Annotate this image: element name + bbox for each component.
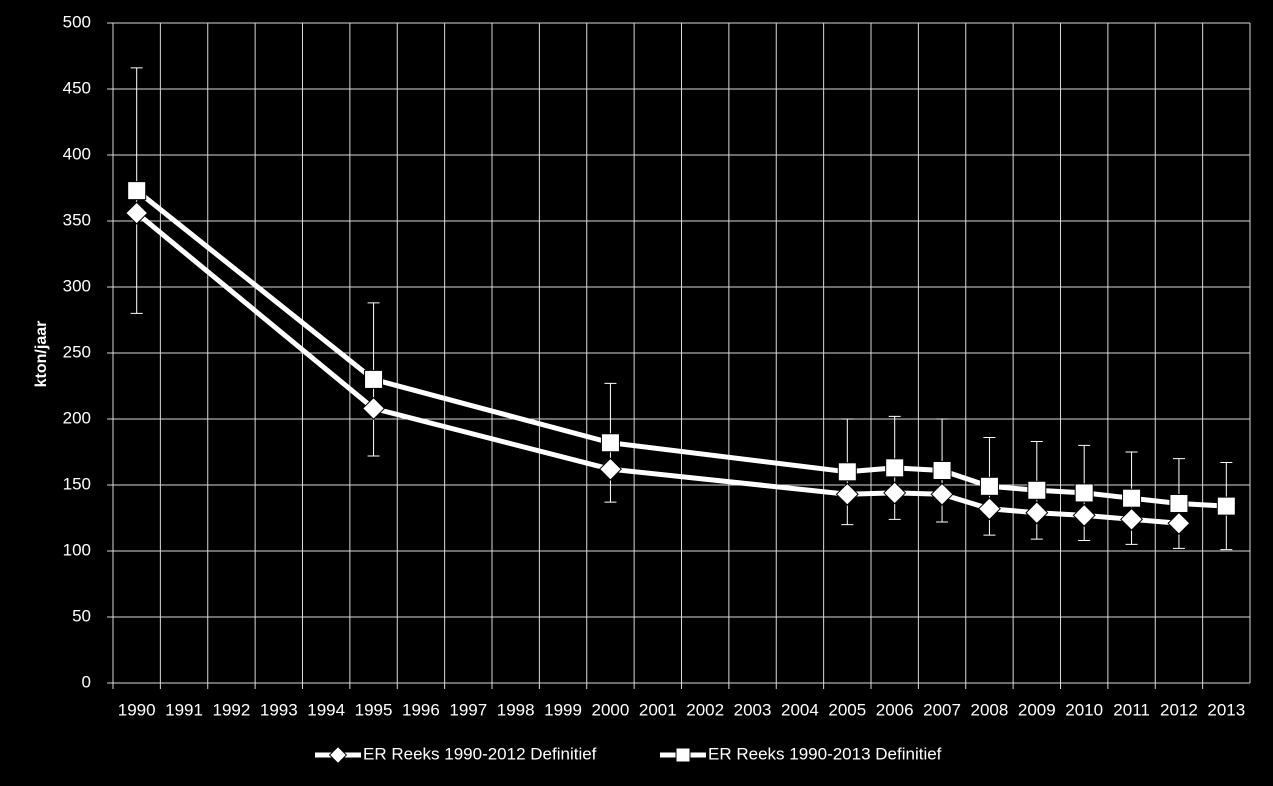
marker <box>600 433 620 453</box>
legend-label: ER Reeks 1990-2013 Definitief <box>708 744 942 763</box>
legend-marker <box>328 745 348 765</box>
marker <box>125 201 149 225</box>
y-tick-label: 50 <box>72 606 91 625</box>
x-tick-label: 1991 <box>165 700 203 719</box>
y-tick-label: 200 <box>63 408 91 427</box>
x-tick-label: 1992 <box>213 700 251 719</box>
y-tick-label: 350 <box>63 210 91 229</box>
y-tick-label: 400 <box>63 144 91 163</box>
x-tick-label: 2005 <box>828 700 866 719</box>
marker <box>930 482 954 506</box>
marker <box>932 460 952 480</box>
marker <box>979 476 999 496</box>
x-tick-label: 2010 <box>1065 700 1103 719</box>
x-tick-label: 2002 <box>686 700 724 719</box>
marker <box>1120 507 1144 531</box>
x-tick-label: 2012 <box>1160 700 1198 719</box>
marker <box>883 481 907 505</box>
x-tick-label: 2003 <box>734 700 772 719</box>
marker <box>1167 511 1191 535</box>
y-tick-label: 500 <box>63 12 91 31</box>
x-tick-label: 2001 <box>639 700 677 719</box>
y-tick-label: 450 <box>63 78 91 97</box>
x-tick-label: 2006 <box>876 700 914 719</box>
legend-label: ER Reeks 1990-2012 Definitief <box>363 744 597 763</box>
x-tick-label: 2013 <box>1207 700 1245 719</box>
marker <box>977 497 1001 521</box>
x-tick-label: 1993 <box>260 700 298 719</box>
x-tick-label: 2008 <box>971 700 1009 719</box>
x-tick-label: 1998 <box>497 700 535 719</box>
y-tick-label: 300 <box>63 276 91 295</box>
x-tick-label: 1994 <box>307 700 345 719</box>
marker <box>127 181 147 201</box>
y-axis-label: kton/jaar <box>33 321 50 388</box>
y-tick-label: 250 <box>63 342 91 361</box>
x-tick-label: 2000 <box>592 700 630 719</box>
x-tick-label: 1995 <box>355 700 393 719</box>
marker <box>885 458 905 478</box>
x-tick-label: 2011 <box>1113 700 1150 719</box>
marker <box>1169 493 1189 513</box>
marker <box>1074 483 1094 503</box>
marker <box>1025 501 1049 525</box>
x-tick-label: 1996 <box>402 700 440 719</box>
marker <box>837 462 857 482</box>
y-tick-label: 150 <box>63 474 91 493</box>
marker <box>1216 496 1236 516</box>
marker <box>598 457 622 481</box>
x-tick-label: 2009 <box>1018 700 1056 719</box>
marker <box>1122 488 1142 508</box>
marker <box>835 482 859 506</box>
y-tick-label: 100 <box>63 540 91 559</box>
x-tick-label: 1997 <box>449 700 487 719</box>
series-line <box>135 211 1180 526</box>
x-tick-label: 2004 <box>781 700 819 719</box>
y-tick-label: 0 <box>82 672 91 691</box>
x-tick-label: 1999 <box>544 700 582 719</box>
marker <box>1027 480 1047 500</box>
x-tick-label: 2007 <box>923 700 961 719</box>
legend-marker <box>675 747 691 763</box>
marker <box>362 396 386 420</box>
x-tick-label: 1990 <box>118 700 156 719</box>
marker <box>364 369 384 389</box>
marker <box>1072 503 1096 527</box>
